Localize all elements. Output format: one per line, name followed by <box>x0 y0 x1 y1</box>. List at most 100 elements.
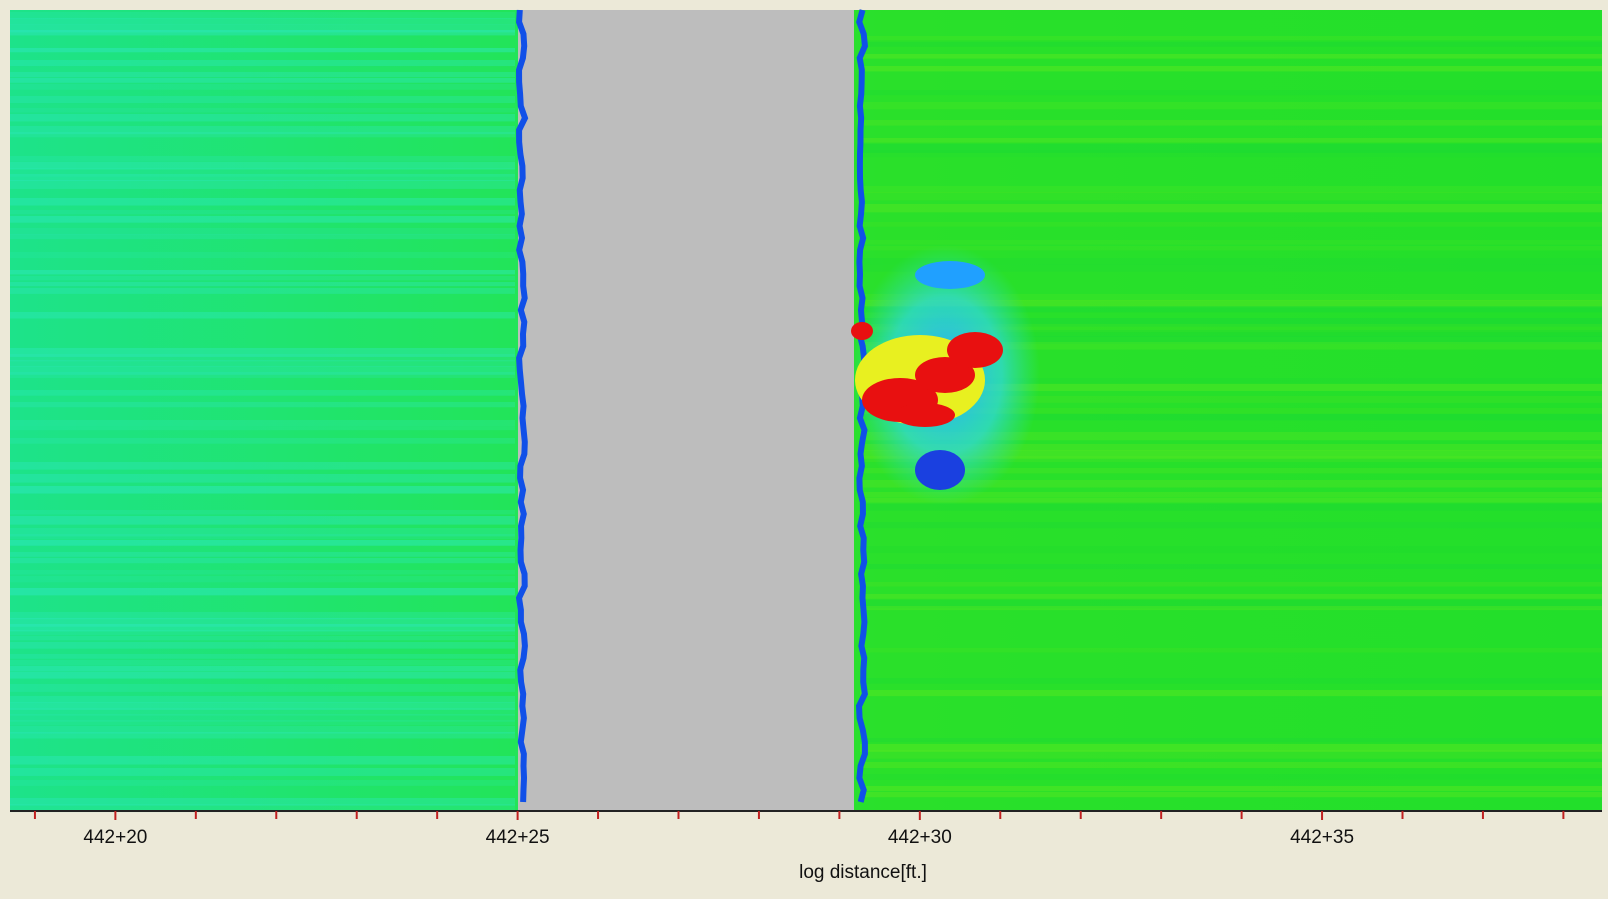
streak <box>10 516 515 525</box>
streak <box>10 234 515 240</box>
streak <box>10 96 515 104</box>
streak <box>860 90 1602 96</box>
streak <box>860 480 1602 488</box>
streak <box>860 606 1602 611</box>
streak <box>10 636 515 641</box>
streak <box>10 108 515 113</box>
streak <box>860 342 1602 350</box>
gap-edge <box>515 9 529 803</box>
streak <box>10 528 515 537</box>
streak <box>10 174 515 181</box>
streak <box>860 594 1602 599</box>
streak <box>860 690 1602 697</box>
streak <box>860 450 1602 459</box>
streak <box>10 270 515 275</box>
streak <box>860 408 1602 414</box>
streak <box>10 18 515 25</box>
x-tick-label: 442+35 <box>1290 827 1354 848</box>
streak <box>860 318 1602 327</box>
streak <box>10 708 515 716</box>
streak <box>10 660 515 666</box>
streak <box>10 78 515 83</box>
x-tick-label: 442+20 <box>83 827 147 848</box>
streak <box>10 48 515 53</box>
streak <box>860 306 1602 313</box>
streak <box>10 462 515 470</box>
streak <box>860 102 1602 110</box>
streak <box>860 192 1602 201</box>
streak <box>10 126 515 135</box>
streak <box>10 210 515 215</box>
streak <box>10 654 515 659</box>
streak <box>10 726 515 734</box>
streak <box>10 720 515 726</box>
streak <box>10 438 515 444</box>
streak <box>10 684 515 692</box>
streak <box>10 288 515 294</box>
streak <box>860 648 1602 653</box>
streak <box>860 258 1602 265</box>
streak <box>860 330 1602 337</box>
streak <box>860 300 1602 308</box>
streak <box>860 186 1602 193</box>
x-axis-label: log distance[ft.] <box>799 862 927 883</box>
streak <box>860 414 1602 421</box>
streak <box>860 324 1602 333</box>
streak <box>10 276 515 281</box>
streak <box>860 468 1602 474</box>
heatmap-streaks <box>10 12 1602 813</box>
streak <box>860 336 1602 344</box>
streak <box>860 204 1602 213</box>
streak <box>10 702 515 710</box>
streak <box>860 738 1602 743</box>
streak <box>860 444 1602 451</box>
streak <box>10 576 515 583</box>
streak <box>10 798 515 806</box>
streak <box>10 30 515 36</box>
anomaly-red <box>915 357 975 393</box>
streak <box>10 768 515 776</box>
streak <box>860 378 1602 384</box>
gap-edge <box>855 9 869 803</box>
streak <box>10 114 515 122</box>
streak <box>10 366 515 375</box>
streak <box>10 552 515 557</box>
streak <box>860 762 1602 769</box>
streak <box>10 60 515 67</box>
streak <box>10 72 515 78</box>
streak <box>10 252 515 259</box>
anomaly-red <box>851 322 873 340</box>
streak <box>860 504 1602 511</box>
streak <box>10 132 515 138</box>
streak <box>10 474 515 483</box>
streak <box>860 42 1602 47</box>
anomaly <box>851 261 1003 490</box>
streak <box>860 138 1602 143</box>
streak <box>860 432 1602 441</box>
streak <box>10 360 515 367</box>
streak <box>860 294 1602 301</box>
streak <box>10 624 515 632</box>
streak <box>10 732 515 739</box>
streak <box>10 168 515 177</box>
streak <box>10 420 515 427</box>
streak <box>10 558 515 564</box>
x-tick-label: 442+25 <box>486 827 550 848</box>
streak <box>10 630 515 636</box>
streak <box>860 678 1602 684</box>
streak <box>10 588 515 596</box>
streak <box>10 180 515 189</box>
x-tick-label: 442+30 <box>888 827 952 848</box>
streak <box>860 36 1602 41</box>
streak <box>860 144 1602 153</box>
streak <box>10 804 515 813</box>
streak <box>860 600 1602 609</box>
streak <box>10 312 515 319</box>
gap-band <box>518 10 854 811</box>
streak <box>10 12 515 19</box>
streak <box>860 246 1602 251</box>
streak <box>860 792 1602 798</box>
streak <box>860 66 1602 72</box>
anomaly-red <box>895 403 955 427</box>
